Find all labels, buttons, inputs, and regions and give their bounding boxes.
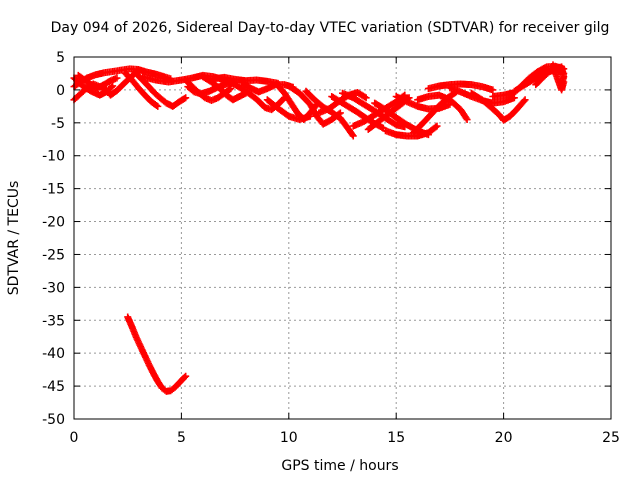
data-point xyxy=(348,131,356,139)
x-tick-label: 15 xyxy=(387,430,405,446)
x-axis-label: GPS time / hours xyxy=(281,458,398,474)
data-point xyxy=(154,102,162,110)
y-tick-label: -45 xyxy=(42,379,65,395)
y-tick-label: -40 xyxy=(42,346,65,362)
data-point xyxy=(109,82,117,90)
plot-frame xyxy=(73,56,612,420)
data-point xyxy=(152,101,160,109)
data-point xyxy=(226,86,234,94)
data-point xyxy=(462,114,470,122)
y-tick-label: -10 xyxy=(42,149,65,165)
data-point xyxy=(520,97,528,105)
data-point xyxy=(361,93,369,101)
data-point xyxy=(432,123,440,131)
data-point xyxy=(433,122,441,130)
y-axis-label: SDTVAR / TECUs xyxy=(6,181,22,296)
data-point xyxy=(306,112,314,120)
data-point xyxy=(349,132,357,140)
y-tick-label: 5 xyxy=(56,50,65,66)
x-tick-label: 20 xyxy=(495,430,513,446)
axis-ticks: 0 5 10 15 20 25 5 0 -5 -10 -15 -20 -25 -30 -35 -40 -45 -5… xyxy=(42,50,620,446)
data-point xyxy=(113,74,121,82)
data-point xyxy=(521,96,529,104)
data-point xyxy=(463,116,471,124)
data-points xyxy=(70,61,568,395)
y-tick-label: -5 xyxy=(51,116,65,132)
data-point xyxy=(182,94,190,102)
y-tick-label: 0 xyxy=(56,83,65,99)
x-tick-label: 0 xyxy=(70,430,79,446)
data-point xyxy=(182,372,190,380)
data-point xyxy=(362,94,370,102)
data-point xyxy=(107,83,115,91)
y-tick-label: -15 xyxy=(42,182,65,198)
y-tick-label: -25 xyxy=(42,247,65,263)
data-point xyxy=(560,78,568,86)
x-tick-label: 10 xyxy=(280,430,298,446)
y-tick-label: -20 xyxy=(42,215,65,231)
y-tick-label: -30 xyxy=(42,280,65,296)
chart-title: Day 094 of 2026, Sidereal Day-to-day VTE… xyxy=(51,20,610,36)
x-tick-label: 5 xyxy=(177,430,186,446)
y-tick-label: -35 xyxy=(42,313,65,329)
data-point xyxy=(489,86,497,94)
y-tick-label: -50 xyxy=(42,412,65,428)
x-tick-label: 25 xyxy=(602,430,620,446)
data-point xyxy=(181,373,189,381)
